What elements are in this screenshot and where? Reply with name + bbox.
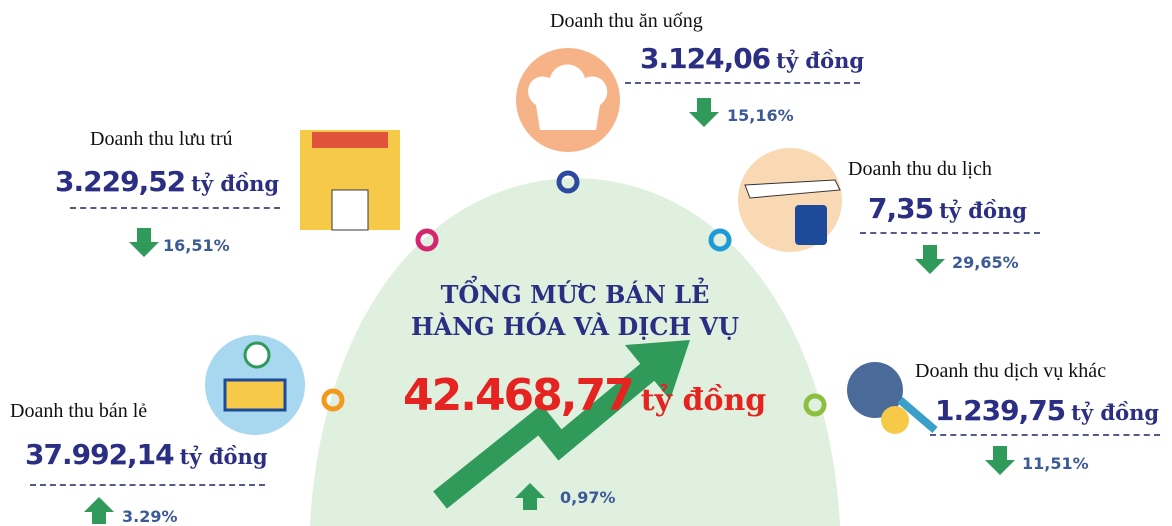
arrow-up [515, 483, 545, 510]
cart-plus [243, 341, 271, 369]
ring [556, 170, 580, 194]
item-change: 15,16% [727, 106, 794, 125]
arrow-down [915, 245, 945, 274]
item-value: 3.229,52 [55, 165, 186, 198]
arrows [84, 98, 1015, 524]
item-value: 1.239,75 [935, 394, 1066, 427]
item-unit: tỷ đồng [776, 48, 865, 73]
cart [223, 378, 287, 412]
hotel-door [331, 189, 369, 231]
item-value: 3.124,06 [640, 42, 771, 75]
divider [70, 207, 280, 209]
item-value-row: 1.239,75 tỷ đồng [935, 394, 1159, 427]
ring [708, 228, 732, 252]
divider [30, 484, 265, 486]
magnifier [897, 396, 938, 434]
item-value-row: 3.124,06 tỷ đồng [640, 42, 864, 75]
item-change: 3.29% [122, 507, 178, 526]
divider [625, 82, 860, 84]
item-label: Doanh thu bán lẻ [10, 400, 148, 422]
arrow-down [689, 98, 719, 127]
item-value: 37.992,14 [25, 438, 175, 471]
hotel-sign [312, 132, 388, 148]
center-value: 42.468,77 [403, 370, 635, 421]
arrow-up [84, 497, 114, 524]
plane [744, 179, 841, 199]
ring [321, 388, 345, 412]
item-value-row: 37.992,14 tỷ đồng [25, 438, 268, 471]
item-unit: tỷ đồng [191, 171, 280, 196]
growth-arrow [433, 361, 658, 509]
item-value: 7,35 [868, 192, 934, 225]
item-label: Doanh thu du lịch [848, 158, 992, 180]
arrow-down [129, 228, 159, 257]
item-change: 29,65% [952, 253, 1019, 272]
item-label: Doanh thu ăn uống [550, 10, 703, 32]
item-value-row: 7,35 tỷ đồng [868, 192, 1027, 225]
dome [310, 178, 840, 526]
passport [795, 205, 827, 245]
icon-gears [847, 362, 903, 418]
item-value-row: 3.229,52 tỷ đồng [55, 165, 279, 198]
item-change: 11,51% [1022, 454, 1089, 473]
center-title-1: TỔNG MỨC BÁN LẺ [440, 280, 710, 309]
divider [930, 434, 1160, 436]
item-label: Doanh thu lưu trú [90, 128, 233, 150]
center-title-2: HÀNG HÓA VÀ DỊCH VỤ [410, 312, 740, 341]
arrow-down [985, 446, 1015, 475]
center-value-row: 42.468,77 tỷ đồng [403, 370, 766, 421]
item-unit: tỷ đồng [1071, 400, 1160, 425]
gear [881, 406, 909, 434]
ring [803, 393, 827, 417]
item-change: 16,51% [163, 236, 230, 255]
item-label: Doanh thu dịch vụ khác [915, 360, 1107, 382]
ring [415, 228, 439, 252]
divider [860, 232, 1040, 234]
center-change: 0,97% [560, 488, 616, 507]
center-unit: tỷ đồng [640, 383, 767, 418]
item-unit: tỷ đồng [939, 198, 1027, 223]
item-unit: tỷ đồng [179, 444, 268, 469]
chef-hat [528, 64, 608, 130]
growth-arrow-head [625, 340, 690, 400]
